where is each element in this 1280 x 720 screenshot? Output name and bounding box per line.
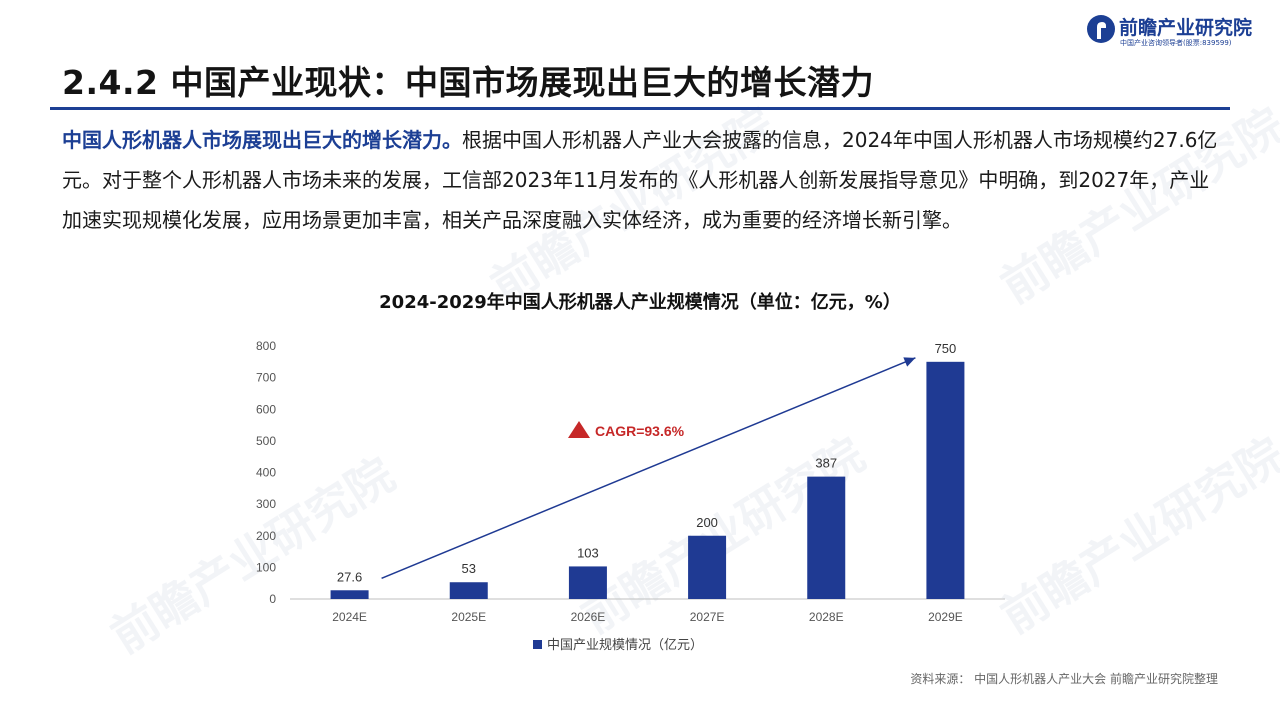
bar xyxy=(449,582,488,599)
legend-swatch xyxy=(533,640,542,649)
y-tick-label: 700 xyxy=(256,371,276,385)
legend-label: 中国产业规模情况（亿元） xyxy=(547,638,703,653)
data-label: 200 xyxy=(696,515,718,530)
bar xyxy=(926,361,965,599)
bar xyxy=(807,476,846,599)
cagr-label: CAGR=93.6% xyxy=(595,423,685,439)
page-title: 2.4.2 中国产业现状：中国市场展现出巨大的增长潜力 xyxy=(62,63,874,102)
chart-title: 2024-2029年中国人形机器人产业规模情况（单位：亿元，%） xyxy=(379,292,901,313)
x-tick-label: 2024E xyxy=(332,610,367,624)
brand-tagline: 中国产业咨询领导者(股票:839599) xyxy=(1120,39,1232,47)
data-label: 387 xyxy=(815,456,837,471)
cagr-arrow-line xyxy=(381,357,916,579)
y-tick-label: 800 xyxy=(256,339,276,353)
brand-name: 前瞻产业研究院 xyxy=(1119,17,1253,39)
y-tick-label: 100 xyxy=(256,560,276,574)
intro-paragraph: 中国人形机器人市场展现出巨大的增长潜力。根据中国人形机器人产业大会披露的信息，2… xyxy=(62,120,1222,240)
data-label: 27.6 xyxy=(337,569,362,584)
brand-logo: 前瞻产业研究院 中国产业咨询领导者(股票:839599) xyxy=(1086,12,1266,48)
data-label: 750 xyxy=(935,341,957,356)
x-tick-label: 2027E xyxy=(690,610,725,624)
title-divider xyxy=(50,107,1230,110)
data-label: 103 xyxy=(577,545,599,560)
y-tick-label: 400 xyxy=(256,466,276,480)
y-tick-label: 300 xyxy=(256,497,276,511)
bar xyxy=(330,590,369,599)
x-tick-label: 2028E xyxy=(809,610,844,624)
x-tick-label: 2026E xyxy=(571,610,606,624)
bar xyxy=(568,566,607,599)
y-tick-label: 200 xyxy=(256,529,276,543)
cagr-triangle-icon xyxy=(568,421,590,438)
intro-lead: 中国人形机器人市场展现出巨大的增长潜力。 xyxy=(62,128,462,152)
intro-body: 根据中国人形机器人产业大会披露的信息，2024年中国人形机器人市场规模约27.6… xyxy=(62,128,1218,232)
y-tick-label: 600 xyxy=(256,402,276,416)
source-note: 资料来源： 中国人形机器人产业大会 前瞻产业研究院整理 xyxy=(910,672,1218,686)
brand-mark-icon xyxy=(1087,15,1115,43)
y-tick-label: 0 xyxy=(269,592,276,606)
data-label: 53 xyxy=(462,561,476,576)
y-tick-label: 500 xyxy=(256,434,276,448)
bar xyxy=(688,535,727,599)
x-tick-label: 2025E xyxy=(451,610,486,624)
x-tick-label: 2029E xyxy=(928,610,963,624)
cagr-arrow-head-icon xyxy=(903,357,916,367)
